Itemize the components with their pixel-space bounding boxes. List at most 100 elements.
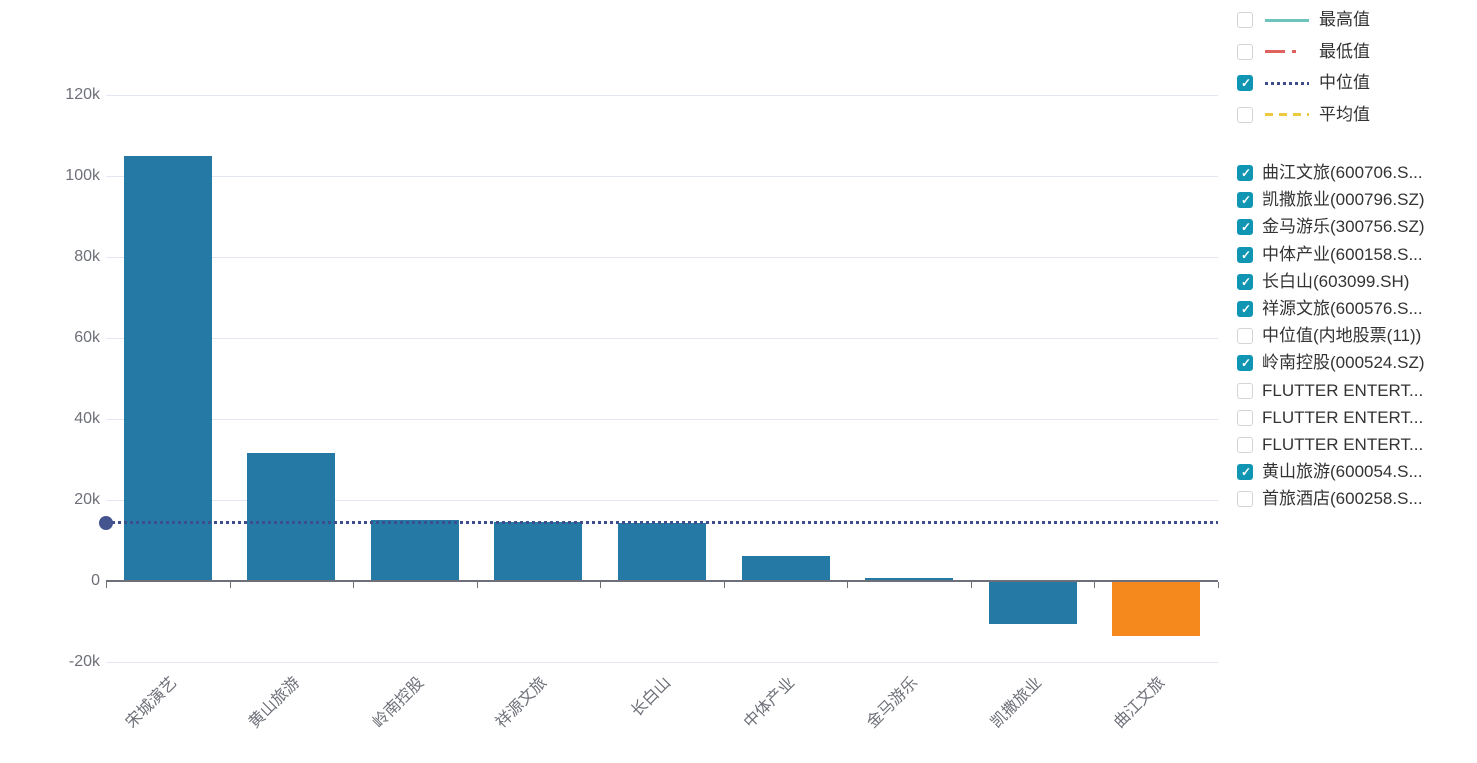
solid-line-sample-icon xyxy=(1265,18,1309,22)
checkbox-checked[interactable] xyxy=(1237,464,1254,481)
checkbox-unchecked[interactable] xyxy=(1237,409,1253,426)
series-legend-row[interactable]: 金马游乐(300756.SZ) xyxy=(1237,217,1425,237)
y-axis-tick-label: 100k xyxy=(65,167,100,184)
series-legend-label: FLUTTER ENTERT... xyxy=(1262,434,1424,454)
y-axis-tick-label: 120k xyxy=(65,86,100,103)
x-axis-category-label: 金马游乐 xyxy=(864,674,922,732)
checkbox-checked[interactable] xyxy=(1237,75,1254,92)
series-legend-label: 首旅酒店(600258.S... xyxy=(1262,489,1423,509)
series-legend-label: 曲江文旅(600706.S... xyxy=(1262,163,1423,182)
x-axis-tick xyxy=(353,582,355,588)
x-axis-tick xyxy=(847,582,849,588)
x-axis-tick xyxy=(723,582,725,588)
x-axis-category-label: 宋城演艺 xyxy=(122,674,181,732)
series-legend-label: 岭南控股(000524.SZ) xyxy=(1262,353,1425,373)
series-legend-label: 黄山旅游(600054.S... xyxy=(1262,462,1423,482)
grid-line xyxy=(106,500,1218,501)
checkbox-unchecked[interactable] xyxy=(1237,328,1253,345)
x-axis-category-label: 祥源文旅 xyxy=(493,674,551,732)
median-reference-line xyxy=(106,521,1218,525)
stat-legend-label: 最低值 xyxy=(1319,41,1370,61)
series-legend-row[interactable]: 长白山(603099.SH) xyxy=(1237,272,1425,292)
stat-legend-row[interactable]: 平均值 xyxy=(1237,105,1370,125)
x-axis-tick xyxy=(970,582,972,588)
x-axis-category-label: 曲江文旅 xyxy=(1111,674,1169,732)
chart-bar[interactable] xyxy=(494,521,583,581)
x-axis-line xyxy=(106,580,1218,582)
x-axis-category-label: 凯撒旅业 xyxy=(987,674,1045,732)
chart-bar[interactable] xyxy=(988,581,1077,624)
dash-dot-line-sample-icon xyxy=(1265,50,1309,53)
chart-bar[interactable] xyxy=(741,555,830,581)
chart-bar[interactable] xyxy=(618,523,706,581)
checkbox-checked[interactable] xyxy=(1237,273,1254,291)
series-legend-label: 凯撒旅业(000796.SZ) xyxy=(1262,190,1425,210)
series-legend-label: 中体产业(600158.S... xyxy=(1262,244,1423,264)
series-legend: 曲江文旅(600706.S... 凯撒旅业(000796.SZ) 金马游乐(3007… xyxy=(1237,163,1425,516)
grid-line xyxy=(106,176,1218,177)
checkbox-checked[interactable] xyxy=(1237,192,1254,209)
stat-legend-row[interactable]: 最低值 xyxy=(1237,42,1370,62)
series-legend-row[interactable]: 凯撒旅业(000796.SZ) xyxy=(1237,190,1425,210)
y-axis-tick-label: -20k xyxy=(68,653,100,670)
checkbox-unchecked[interactable] xyxy=(1237,491,1253,508)
chart-bar[interactable] xyxy=(247,453,336,581)
chart-bar[interactable] xyxy=(370,520,459,581)
x-axis-tick xyxy=(476,582,478,588)
y-axis-tick-label: 80k xyxy=(74,248,100,265)
stat-legend-row[interactable]: 最高值 xyxy=(1237,10,1370,30)
series-legend-label: 金马游乐(300756.SZ) xyxy=(1262,217,1425,237)
dashed-line-sample-icon xyxy=(1265,113,1309,116)
checkbox-unchecked[interactable] xyxy=(1237,106,1253,123)
grid-line xyxy=(106,95,1218,96)
y-axis-tick-label: 40k xyxy=(74,410,100,427)
series-legend-row[interactable]: 祥源文旅(600576.S... xyxy=(1237,299,1425,319)
series-legend-row[interactable]: 中体产业(600158.S... xyxy=(1237,245,1425,265)
x-axis-tick xyxy=(106,582,107,588)
grid-line xyxy=(106,419,1218,420)
checkbox-unchecked[interactable] xyxy=(1237,12,1253,28)
x-axis-category-label: 黄山旅游 xyxy=(246,674,304,732)
stat-legend-label: 平均值 xyxy=(1319,104,1370,124)
checkbox-checked[interactable] xyxy=(1237,355,1254,372)
checkbox-checked[interactable] xyxy=(1237,165,1254,182)
checkbox-unchecked[interactable] xyxy=(1237,436,1253,453)
series-legend-row[interactable]: 岭南控股(000524.SZ) xyxy=(1237,353,1425,373)
chart-bar[interactable] xyxy=(865,578,954,581)
checkbox-checked[interactable] xyxy=(1237,246,1254,264)
series-legend-label: FLUTTER ENTERT... xyxy=(1262,380,1424,400)
series-legend-row[interactable]: 首旅酒店(600258.S... xyxy=(1237,489,1425,509)
series-legend-row[interactable]: FLUTTER ENTERT... xyxy=(1237,381,1425,401)
checkbox-unchecked[interactable] xyxy=(1237,43,1253,60)
series-legend-row[interactable]: 中位值(内地股票(11)) xyxy=(1237,326,1425,346)
stat-legend-label: 中位值 xyxy=(1319,73,1370,92)
x-axis-tick xyxy=(600,582,602,588)
grid-line xyxy=(106,338,1218,339)
chart-bar[interactable] xyxy=(123,155,212,581)
series-legend-row[interactable]: 曲江文旅(600706.S... xyxy=(1237,163,1425,183)
series-legend-label: 中位值(内地股票(11)) xyxy=(1262,326,1422,346)
y-axis-tick-label: 20k xyxy=(74,491,100,508)
series-legend-row[interactable]: FLUTTER ENTERT... xyxy=(1237,435,1425,455)
x-axis-tick xyxy=(1218,582,1219,588)
stat-legend-row[interactable]: 中位值 xyxy=(1237,73,1370,93)
series-legend-label: 祥源文旅(600576.S... xyxy=(1262,298,1423,318)
y-axis-tick-label: 0 xyxy=(91,572,100,589)
dotted-line-sample-icon xyxy=(1265,81,1309,85)
statistic-lines-legend: 最高值最低值中位值平均值 xyxy=(1237,10,1370,136)
checkbox-checked[interactable] xyxy=(1237,300,1254,318)
x-axis-category-label: 中体产业 xyxy=(740,674,798,732)
y-axis-tick-label: 60k xyxy=(74,329,100,346)
checkbox-unchecked[interactable] xyxy=(1237,382,1253,399)
checkbox-checked[interactable] xyxy=(1237,219,1254,236)
series-legend-row[interactable]: 黄山旅游(600054.S... xyxy=(1237,462,1425,482)
x-axis-tick xyxy=(1094,582,1096,588)
x-axis-category-label: 岭南控股 xyxy=(369,674,428,732)
series-legend-row[interactable]: FLUTTER ENTERT... xyxy=(1237,408,1425,428)
grid-line xyxy=(106,662,1218,663)
median-line-start-dot xyxy=(99,515,113,530)
chart-bar[interactable] xyxy=(1112,581,1201,636)
x-axis-tick xyxy=(229,582,231,588)
series-legend-label: 长白山(603099.SH) xyxy=(1262,271,1410,291)
